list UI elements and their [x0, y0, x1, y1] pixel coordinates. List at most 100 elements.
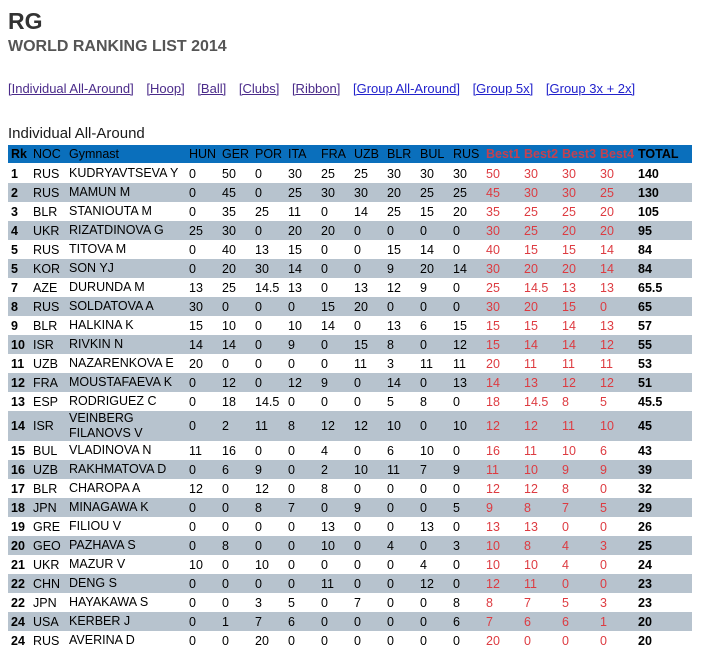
score-cell: 0	[450, 392, 483, 411]
best-cell: 20	[559, 259, 597, 278]
nav-link-clubs[interactable]: [Clubs]	[239, 81, 279, 96]
total-cell: 39	[635, 460, 692, 479]
nav-link-ribbon[interactable]: [Ribbon]	[292, 81, 340, 96]
score-cell: 0	[351, 240, 384, 259]
col-header: POR	[252, 145, 285, 164]
best-cell: 13	[521, 517, 559, 536]
best-cell: 35	[483, 202, 521, 221]
best-cell: 4	[559, 555, 597, 574]
score-cell: 0	[351, 479, 384, 498]
score-cell: 0	[384, 221, 417, 240]
score-cell: 15	[318, 297, 351, 316]
score-cell: 7	[285, 498, 318, 517]
score-cell: 2	[219, 411, 252, 441]
score-cell: 30	[252, 259, 285, 278]
noc-cell: RUS	[30, 631, 66, 650]
score-cell: 0	[318, 354, 351, 373]
best-cell: 11	[559, 411, 597, 441]
nav-link-individual-all-around[interactable]: [Individual All-Around]	[8, 81, 134, 96]
score-cell: 7	[417, 460, 450, 479]
score-cell: 13	[417, 517, 450, 536]
score-cell: 0	[219, 593, 252, 612]
score-cell: 0	[450, 278, 483, 297]
best-cell: 20	[521, 259, 559, 278]
best-cell: 10	[597, 411, 635, 441]
score-cell: 3	[252, 593, 285, 612]
best-cell: 14	[597, 259, 635, 278]
nav-link-group-5x[interactable]: [Group 5x]	[473, 81, 534, 96]
section-heading: Individual All-Around	[8, 125, 698, 142]
gymnast-cell: MOUSTAFAEVA K	[66, 373, 186, 392]
score-cell: 0	[384, 517, 417, 536]
best-cell: 11	[483, 460, 521, 479]
score-cell: 0	[318, 631, 351, 650]
score-cell: 6	[417, 316, 450, 335]
score-cell: 30	[285, 164, 318, 184]
nav-link-ball[interactable]: [Ball]	[197, 81, 226, 96]
best-cell: 12	[483, 411, 521, 441]
score-cell: 11	[417, 354, 450, 373]
total-cell: 65	[635, 297, 692, 316]
score-cell: 9	[351, 498, 384, 517]
score-cell: 10	[351, 460, 384, 479]
score-cell: 12	[219, 373, 252, 392]
score-cell: 20	[219, 259, 252, 278]
score-cell: 0	[186, 373, 219, 392]
score-cell: 0	[285, 392, 318, 411]
gymnast-cell: HALKINA K	[66, 316, 186, 335]
rank-cell: 22	[8, 593, 30, 612]
score-cell: 10	[252, 555, 285, 574]
score-cell: 30	[384, 164, 417, 184]
best-cell: 14.5	[521, 392, 559, 411]
best-cell: 45	[483, 183, 521, 202]
nav-link-hoop[interactable]: [Hoop]	[146, 81, 184, 96]
score-cell: 20	[417, 259, 450, 278]
score-cell: 0	[384, 574, 417, 593]
gymnast-cell: KUDRYAVTSEVA Y	[66, 164, 186, 184]
noc-cell: BLR	[30, 316, 66, 335]
best-cell: 11	[597, 354, 635, 373]
best-cell: 30	[483, 259, 521, 278]
score-cell: 25	[285, 183, 318, 202]
best-cell: 0	[559, 631, 597, 650]
total-cell: 95	[635, 221, 692, 240]
score-cell: 0	[219, 574, 252, 593]
best-cell: 40	[483, 240, 521, 259]
score-cell: 9	[417, 278, 450, 297]
best-cell: 8	[483, 593, 521, 612]
score-cell: 7	[351, 593, 384, 612]
score-cell: 14	[450, 259, 483, 278]
best-cell: 25	[521, 202, 559, 221]
score-cell: 0	[186, 574, 219, 593]
nav-link-group-3x-2x[interactable]: [Group 3x + 2x]	[546, 81, 635, 96]
score-cell: 0	[186, 240, 219, 259]
score-cell: 11	[384, 460, 417, 479]
gymnast-cell: CHAROPA A	[66, 479, 186, 498]
noc-cell: BLR	[30, 479, 66, 498]
score-cell: 10	[219, 316, 252, 335]
score-cell: 15	[417, 202, 450, 221]
best-cell: 13	[597, 278, 635, 297]
score-cell: 0	[186, 593, 219, 612]
noc-cell: RUS	[30, 164, 66, 184]
score-cell: 0	[450, 240, 483, 259]
best-cell: 1	[597, 612, 635, 631]
score-cell: 30	[186, 297, 219, 316]
score-cell: 20	[186, 354, 219, 373]
score-cell: 12	[252, 479, 285, 498]
score-cell: 0	[186, 202, 219, 221]
score-cell: 25	[186, 221, 219, 240]
best-cell: 11	[521, 441, 559, 460]
nav-link-group-all-around[interactable]: [Group All-Around]	[353, 81, 460, 96]
gymnast-cell: HAYAKAWA S	[66, 593, 186, 612]
best-cell: 0	[597, 574, 635, 593]
score-cell: 15	[384, 240, 417, 259]
gymnast-cell: FILIOU V	[66, 517, 186, 536]
score-cell: 0	[252, 517, 285, 536]
noc-cell: RUS	[30, 297, 66, 316]
score-cell: 0	[285, 574, 318, 593]
